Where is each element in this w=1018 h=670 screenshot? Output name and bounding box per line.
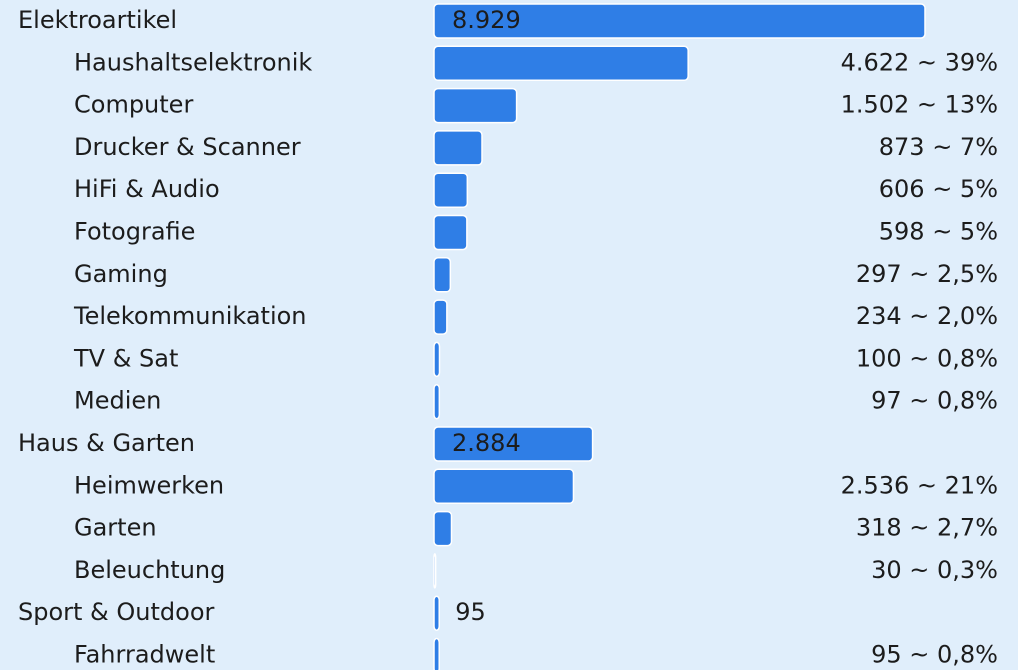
bar xyxy=(433,637,440,670)
item-label: Garten xyxy=(74,514,157,542)
bar xyxy=(433,341,441,378)
group-label: Elektroartikel xyxy=(18,6,177,34)
item-value-label: 598 ~ 5% xyxy=(879,218,998,246)
group-label: Haus & Garten xyxy=(18,429,195,457)
bar xyxy=(433,299,448,335)
group-value-label: 2.884 xyxy=(452,429,521,457)
item-label: Beleuchtung xyxy=(74,556,225,584)
item-value-label: 97 ~ 0,8% xyxy=(871,387,998,415)
bar xyxy=(433,468,575,505)
item-value-label: 95 ~ 0,8% xyxy=(871,641,998,669)
item-value-label: 234 ~ 2,0% xyxy=(856,302,998,330)
group-value-label: 8.929 xyxy=(452,6,521,34)
item-value-label: 318 ~ 2,7% xyxy=(856,514,998,542)
bar xyxy=(433,383,441,420)
item-value-label: 1.502 ~ 13% xyxy=(841,91,998,119)
item-label: Computer xyxy=(74,91,193,119)
item-label: TV & Sat xyxy=(73,344,178,372)
item-value-label: 873 ~ 7% xyxy=(879,133,998,161)
item-label: Haushaltselektronik xyxy=(74,48,312,76)
bar xyxy=(433,426,594,462)
bar xyxy=(433,595,440,631)
item-label: Fahrradwelt xyxy=(74,641,215,669)
bar xyxy=(433,257,452,293)
bar xyxy=(433,87,518,124)
bar xyxy=(433,214,468,251)
item-label: Gaming xyxy=(74,260,168,288)
item-value-label: 100 ~ 0,8% xyxy=(856,344,998,372)
bar xyxy=(433,553,437,589)
group-label: Sport & Outdoor xyxy=(18,598,215,626)
item-label: Drucker & Scanner xyxy=(74,133,301,161)
group-value-label: 95 xyxy=(455,598,486,626)
bar xyxy=(433,172,469,208)
bar xyxy=(433,3,926,39)
item-value-label: 2.536 ~ 21% xyxy=(841,471,998,499)
item-value-label: 606 ~ 5% xyxy=(879,175,998,203)
item-value-label: 4.622 ~ 39% xyxy=(841,48,998,76)
item-value-label: 297 ~ 2,5% xyxy=(856,260,998,288)
bar xyxy=(433,130,483,166)
item-label: Telekommunikation xyxy=(73,302,307,330)
item-label: HiFi & Audio xyxy=(74,175,220,203)
bar xyxy=(433,510,453,547)
item-label: Medien xyxy=(74,387,161,415)
item-label: Fotografie xyxy=(74,218,195,246)
item-value-label: 30 ~ 0,3% xyxy=(871,556,998,584)
item-label: Heimwerken xyxy=(74,471,224,499)
bar xyxy=(433,45,689,82)
